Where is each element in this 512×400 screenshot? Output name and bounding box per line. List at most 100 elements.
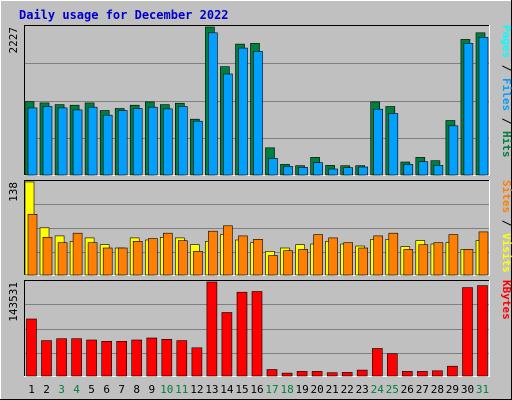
x-tick-label: 3 — [58, 383, 65, 396]
bar-sites-day-24 — [373, 235, 384, 276]
bar-kbytes-day-25 — [386, 353, 398, 377]
bar-kbytes-day-23 — [356, 369, 368, 377]
bar-kbytes-day-29 — [447, 365, 458, 377]
bar-sites-day-3 — [57, 242, 68, 276]
bar-kbytes-day-26 — [401, 371, 413, 377]
x-tick-label: 4 — [73, 383, 80, 396]
bar-files-day-25 — [388, 113, 399, 176]
y-max-label: 2227 — [7, 27, 20, 54]
bar-files-day-13 — [208, 32, 218, 176]
bar-kbytes-day-6 — [101, 340, 112, 377]
x-tick-label: 6 — [103, 383, 110, 396]
bar-sites-day-29 — [448, 234, 459, 276]
bar-files-day-26 — [403, 164, 414, 176]
bar-sites-day-5 — [87, 242, 98, 276]
bar-kbytes-day-9 — [146, 337, 158, 377]
y-max-label: 138 — [7, 182, 20, 202]
bar-files-day-22 — [343, 167, 354, 176]
bar-sites-day-31 — [478, 231, 489, 276]
bar-files-day-10 — [163, 108, 173, 176]
x-tick-label: 12 — [190, 383, 203, 396]
x-tick-label: 9 — [148, 383, 155, 396]
panel-kbytes: 143531 KBytes — [7, 280, 512, 377]
bar-sites-day-8 — [132, 241, 143, 276]
chart-title: Daily usage for December 2022 — [19, 8, 229, 22]
bar-kbytes-day-11 — [176, 340, 188, 377]
bar-kbytes-day-7 — [116, 340, 127, 377]
bar-kbytes-day-4 — [71, 338, 82, 377]
bar-kbytes-day-10 — [161, 338, 173, 377]
x-tick-label: 30 — [461, 383, 474, 396]
bar-kbytes-day-18 — [281, 372, 293, 377]
bar-files-day-30 — [463, 43, 474, 176]
bar-files-day-28 — [433, 165, 444, 176]
legend-visits-sites: Sites / Visits — [500, 180, 512, 273]
bar-kbytes-day-20 — [311, 371, 323, 377]
bar-sites-day-22 — [343, 242, 354, 276]
x-tick-label: 20 — [310, 383, 323, 396]
bar-files-day-19 — [298, 167, 308, 176]
bar-files-day-23 — [358, 166, 369, 176]
bar-sites-day-7 — [117, 247, 128, 276]
bar-files-day-4 — [72, 109, 83, 176]
bar-sites-day-28 — [433, 242, 444, 276]
bar-kbytes-day-1 — [26, 318, 37, 377]
bar-files-day-17 — [268, 158, 278, 176]
bar-kbytes-day-21 — [326, 372, 338, 377]
bar-files-day-16 — [253, 51, 263, 176]
bar-files-day-21 — [328, 168, 338, 176]
x-tick-label: 28 — [431, 383, 444, 396]
bar-sites-day-17 — [268, 255, 278, 276]
x-tick-label: 18 — [280, 383, 293, 396]
legend-kbytes: KBytes — [500, 280, 512, 320]
legend-files: Files — [500, 78, 512, 111]
bar-files-day-7 — [117, 110, 128, 176]
bar-sites-day-18 — [283, 250, 293, 276]
bar-kbytes-day-12 — [191, 347, 203, 377]
bar-sites-day-10 — [163, 232, 173, 276]
bar-files-day-2 — [42, 106, 53, 176]
x-tick-label: 14 — [220, 383, 234, 396]
bar-kbytes-day-14 — [221, 312, 233, 377]
x-tick-label: 16 — [250, 383, 263, 396]
x-tick-label: 11 — [175, 383, 188, 396]
bar-sites-day-19 — [298, 249, 308, 276]
bar-kbytes-day-16 — [251, 291, 263, 377]
legend-hits: Hits — [500, 131, 512, 158]
x-tick-label: 22 — [341, 383, 354, 396]
bar-kbytes-day-31 — [477, 285, 488, 377]
bar-files-day-1 — [27, 107, 38, 176]
legend-sites: Sites — [500, 180, 512, 213]
bar-kbytes-day-2 — [41, 340, 52, 377]
bar-sites-day-4 — [72, 232, 83, 276]
x-tick-label: 21 — [326, 383, 339, 396]
legend-pages-files-hits: Pages / Files / Hits — [500, 25, 512, 158]
x-tick-label: 15 — [235, 383, 248, 396]
bar-sites-day-2 — [42, 237, 53, 276]
bar-files-day-8 — [132, 108, 143, 176]
x-tick-label: 2 — [43, 383, 50, 396]
x-tick-label: 19 — [295, 383, 308, 396]
x-tick-label: 17 — [265, 383, 278, 396]
panels-group: 2227 Pages / Files / Hits 138 Sites / Visit… — [7, 25, 512, 377]
x-tick-label: 10 — [160, 383, 173, 396]
bar-files-day-29 — [448, 125, 459, 176]
bar-sites-day-12 — [193, 251, 203, 276]
bar-files-day-31 — [478, 37, 489, 176]
legend-pages: Pages — [500, 25, 512, 58]
bar-files-day-27 — [418, 161, 429, 176]
bar-sites-day-1 — [27, 214, 38, 276]
bar-kbytes-day-13 — [206, 281, 218, 377]
bar-files-day-6 — [102, 114, 113, 176]
legend-separator: / — [500, 213, 512, 233]
bar-sites-day-11 — [178, 240, 188, 276]
bar-kbytes-day-8 — [131, 339, 142, 377]
bar-sites-day-15 — [238, 235, 248, 276]
x-tick-label: 31 — [476, 383, 489, 396]
bar-kbytes-day-17 — [266, 369, 278, 377]
x-tick-label: 8 — [133, 383, 140, 396]
bar-kbytes-day-30 — [462, 287, 473, 377]
bar-kbytes-day-19 — [296, 371, 308, 377]
